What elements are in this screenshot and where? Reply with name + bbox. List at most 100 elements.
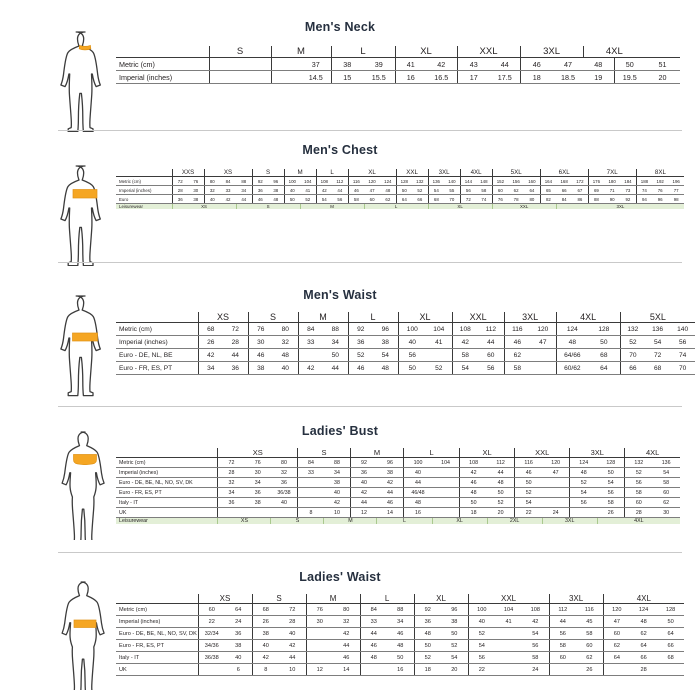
- table-cell: 136: [645, 322, 671, 336]
- leisurewear-label: Leisurewear: [116, 203, 172, 209]
- table-cell: 42: [333, 627, 361, 640]
- table-cell: 72: [217, 457, 245, 468]
- table-row: UK 6 8 10 12 14 16 18 20 22 24 26 28: [116, 663, 685, 676]
- table-cell: 38: [441, 615, 469, 628]
- table-cell: 56: [548, 627, 577, 640]
- table-cell: [305, 627, 334, 640]
- row-label: Euro - DE, NL, BE: [116, 348, 198, 362]
- size-header: M: [270, 46, 332, 58]
- table-cell: 48: [555, 335, 589, 349]
- size-header: 3XL: [569, 448, 625, 458]
- table-cell: 62: [652, 497, 680, 508]
- table-cell: 92: [413, 603, 442, 616]
- size-header: XXL: [451, 312, 505, 323]
- table-cell: 68: [197, 322, 223, 336]
- table-cell: 54: [441, 651, 469, 664]
- size-header: L: [359, 594, 415, 604]
- table-cell: 54: [514, 497, 543, 508]
- table-mens-chest: XXS XS S M L XL XXL 3XL 4XL 5XL 6XL 7XL …: [116, 169, 685, 209]
- table-cell: 54: [451, 361, 479, 375]
- waist-highlight-band: [73, 619, 97, 628]
- size-header: 3XL: [548, 594, 604, 604]
- size-header: 4XL: [602, 594, 685, 604]
- table-cell: 112: [332, 176, 349, 186]
- table-cell: 42: [220, 194, 237, 204]
- table-cell: 47: [542, 467, 570, 478]
- table-cell: 46: [459, 477, 488, 488]
- table-cell: 66: [657, 639, 685, 652]
- table-cell: 22: [197, 615, 225, 628]
- table-cell: 36/38: [270, 487, 298, 498]
- table-cell: 94: [635, 194, 653, 204]
- size-header: 4XL: [582, 46, 646, 58]
- table-cell: 16: [394, 70, 427, 84]
- leisurewear-size: XXL: [491, 203, 557, 209]
- table-cell: 48: [583, 57, 615, 71]
- table-row: Euro - DE, BE, NL, NO, SV, DK 32/34 36 38 40…: [116, 627, 685, 640]
- table-cell: 116: [514, 457, 543, 468]
- table-cell: 58: [576, 627, 604, 640]
- size-header: S: [251, 594, 307, 604]
- table-cell: 52: [300, 194, 317, 204]
- table-cell: 38: [188, 194, 205, 204]
- table-cell: 42: [197, 348, 223, 362]
- table-cell: 32: [270, 467, 298, 478]
- table-cell: 58: [548, 639, 577, 652]
- table-cell: 48: [380, 185, 397, 195]
- size-header: 4XL: [459, 169, 493, 177]
- table-cell: 17: [456, 70, 491, 84]
- table-cell: 41: [426, 335, 453, 349]
- table-cell: 84: [556, 194, 573, 204]
- table-cell: 84: [359, 603, 388, 616]
- table-cell: [197, 663, 225, 676]
- table-cell: 66: [412, 194, 429, 204]
- table-cell: 68: [588, 348, 621, 362]
- table-cell: 8: [296, 507, 324, 518]
- table-cell: 44: [236, 194, 253, 204]
- table-cell: 50: [588, 335, 621, 349]
- table-cell: 52: [487, 497, 515, 508]
- table-cell: 44: [279, 651, 307, 664]
- table-row: Imperial (inches) 22 24 26 28 30 32 33 34 36 38 40 4…: [116, 615, 685, 628]
- table-cell: 34: [217, 487, 245, 498]
- table-cell: 36: [225, 627, 253, 640]
- table-cell: 54: [373, 348, 399, 362]
- table-cell: [542, 477, 570, 488]
- table-cell: 140: [444, 176, 461, 186]
- table-cell: 52: [347, 348, 374, 362]
- table-cell: 54: [597, 477, 625, 488]
- row-label: Euro - FR, ES, PT: [116, 361, 198, 375]
- table-cell: 42: [251, 651, 280, 664]
- table-cell: 112: [478, 322, 505, 336]
- table-cell: 80: [270, 457, 298, 468]
- table-cell: 52: [514, 487, 543, 498]
- table-row: Italy - IT 36/38 40 42 44 46 48 50 52 54 56 58 60 62 6…: [116, 651, 685, 664]
- table-cell: 132: [619, 322, 646, 336]
- row-label: Metric (cm): [116, 322, 198, 336]
- table-cell: 56: [569, 497, 598, 508]
- table-cell: 108: [451, 322, 479, 336]
- table-cell: [495, 627, 523, 640]
- table-cell: 88: [387, 603, 415, 616]
- table-cell: 10: [323, 507, 351, 518]
- table-cell: [217, 507, 245, 518]
- table-cell: 46: [347, 361, 374, 375]
- table-cell: [495, 663, 523, 676]
- table-cell: 80: [273, 322, 299, 336]
- section-divider: [58, 552, 682, 553]
- table-cell: 180: [604, 176, 621, 186]
- table-cell: 188: [635, 176, 653, 186]
- table-cell: [270, 70, 301, 84]
- table-cell: 48: [359, 651, 388, 664]
- row-label: Metric (cm): [116, 57, 209, 71]
- table-cell: 144: [459, 176, 477, 186]
- table-cell: 52: [426, 361, 453, 375]
- leisurewear-size: 3XL: [541, 517, 598, 524]
- table-mens-waist: XS S M L XL XXL 3XL 4XL 5XL Metric (cm) 6…: [116, 312, 696, 375]
- table-cell: 42: [279, 639, 307, 652]
- table-cell: 70: [619, 348, 646, 362]
- female-figure-bust-highlight: [56, 428, 114, 540]
- table-cell: 44: [349, 497, 377, 508]
- size-header-row: S M L XL XXL 3XL 4XL: [116, 46, 680, 58]
- table-row: Imperial (inches) 28 30 32 33 34 36 38 40 42 44 46 4…: [116, 467, 680, 478]
